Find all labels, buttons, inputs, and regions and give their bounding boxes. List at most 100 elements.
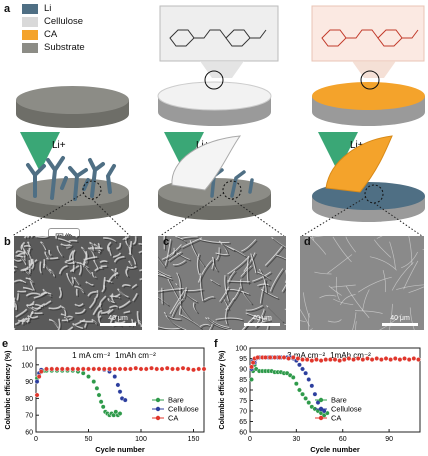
data-point	[149, 365, 154, 371]
legend-swatch	[22, 42, 38, 53]
x-tick-label: 100	[135, 436, 147, 443]
legend-label: Li	[44, 3, 52, 14]
data-point	[201, 366, 207, 372]
data-point	[255, 355, 261, 360]
current-density-annotation: 3 mA cm⁻²	[287, 351, 325, 360]
data-point	[327, 357, 333, 362]
data-point	[416, 357, 421, 362]
y-axis-label: Columbic efficiency (%)	[219, 351, 226, 430]
x-tick-label: 30	[292, 436, 300, 443]
li-ion-label: Li+	[350, 140, 364, 151]
panel-label-a: a	[4, 3, 11, 15]
legend-label: Substrate	[44, 42, 85, 53]
data-point	[91, 366, 97, 372]
legend-entry: Cellulose	[331, 405, 362, 414]
y-tick-label: 70	[239, 409, 247, 416]
data-point	[191, 367, 196, 373]
series-ca	[249, 355, 421, 370]
data-point	[117, 366, 123, 372]
data-point	[388, 357, 394, 362]
data-point	[346, 356, 352, 361]
data-point	[164, 365, 170, 371]
x-tick-label: 0	[248, 436, 252, 443]
data-point	[75, 366, 81, 372]
legend-entry: Bare	[331, 396, 347, 405]
dendrite-substrate-disc	[16, 156, 129, 220]
condition-annotation: 3 mA cm⁻² 1mAh cm⁻²	[287, 351, 371, 360]
legend-label: CA	[44, 29, 58, 40]
series-cellulose	[249, 355, 327, 414]
data-point	[378, 357, 384, 362]
condition-annotation: 1 mA cm⁻² 1mAh cm⁻²	[72, 351, 156, 360]
y-tick-label: 75	[239, 398, 247, 405]
data-point	[80, 370, 86, 376]
ca-peeled-disc	[312, 135, 425, 222]
material-legend: Li Cellulose CA Substrate	[22, 2, 85, 54]
data-point	[180, 365, 186, 371]
x-tick-label: 150	[188, 436, 200, 443]
data-point	[196, 366, 202, 372]
scale-bar-c: 40 μm	[244, 315, 280, 326]
y-tick-label: 110	[22, 346, 33, 353]
panel-label-b: b	[4, 236, 11, 248]
data-point	[91, 379, 97, 384]
y-tick-label: 80	[239, 388, 247, 395]
data-point	[306, 377, 312, 382]
data-point	[98, 399, 104, 405]
data-point	[332, 357, 338, 362]
panel-label-d: d	[304, 236, 311, 248]
data-point	[397, 357, 403, 362]
data-point	[96, 392, 102, 398]
legend-item-li: Li	[22, 2, 85, 15]
scale-bar-label: 40 μm	[390, 315, 410, 322]
legend-marker	[155, 406, 161, 412]
panel-label-f: f	[214, 338, 218, 350]
data-point	[107, 366, 112, 372]
data-point	[286, 356, 292, 361]
data-point	[122, 397, 128, 403]
data-point	[249, 364, 254, 370]
legend-marker	[318, 406, 324, 412]
x-tick-label: 60	[339, 436, 347, 443]
data-point	[300, 391, 305, 397]
data-point	[300, 366, 305, 372]
y-tick-label: 80	[25, 396, 33, 403]
data-point	[59, 366, 65, 372]
data-point	[86, 374, 91, 379]
sem-image-bare: 40 μm	[14, 236, 142, 330]
data-point	[159, 366, 165, 372]
data-point	[117, 389, 123, 395]
legend-swatch	[22, 16, 38, 27]
data-point	[297, 387, 302, 393]
data-point	[295, 356, 301, 361]
legend-entry: Bare	[168, 396, 184, 405]
data-point	[341, 357, 347, 362]
data-point	[65, 366, 70, 372]
y-axis-label: Columbic efficiency (%)	[5, 351, 12, 430]
data-point	[323, 357, 329, 362]
data-point	[117, 411, 123, 416]
sem-image-ca: 40 μm	[300, 236, 424, 330]
data-point	[402, 356, 407, 361]
data-point	[303, 396, 309, 401]
data-point	[70, 366, 76, 372]
data-point	[249, 377, 254, 382]
data-point	[300, 357, 305, 362]
cellulose-peeled-disc	[158, 135, 271, 220]
x-tick-label: 0	[34, 436, 38, 443]
data-point	[272, 355, 278, 360]
legend-label: Cellulose	[44, 16, 84, 27]
data-point	[100, 404, 106, 410]
data-point	[128, 366, 133, 372]
legend-entry: CA	[331, 414, 341, 423]
scale-bar-label: 40 μm	[108, 315, 128, 322]
data-point	[281, 355, 287, 360]
plot-frame	[35, 347, 205, 433]
x-axis-label: Cycle number	[310, 445, 360, 454]
schematic-illustration: Li+	[11, 5, 425, 237]
data-point	[337, 358, 343, 363]
data-point	[250, 360, 256, 366]
data-point	[276, 355, 282, 360]
data-point	[392, 356, 398, 361]
